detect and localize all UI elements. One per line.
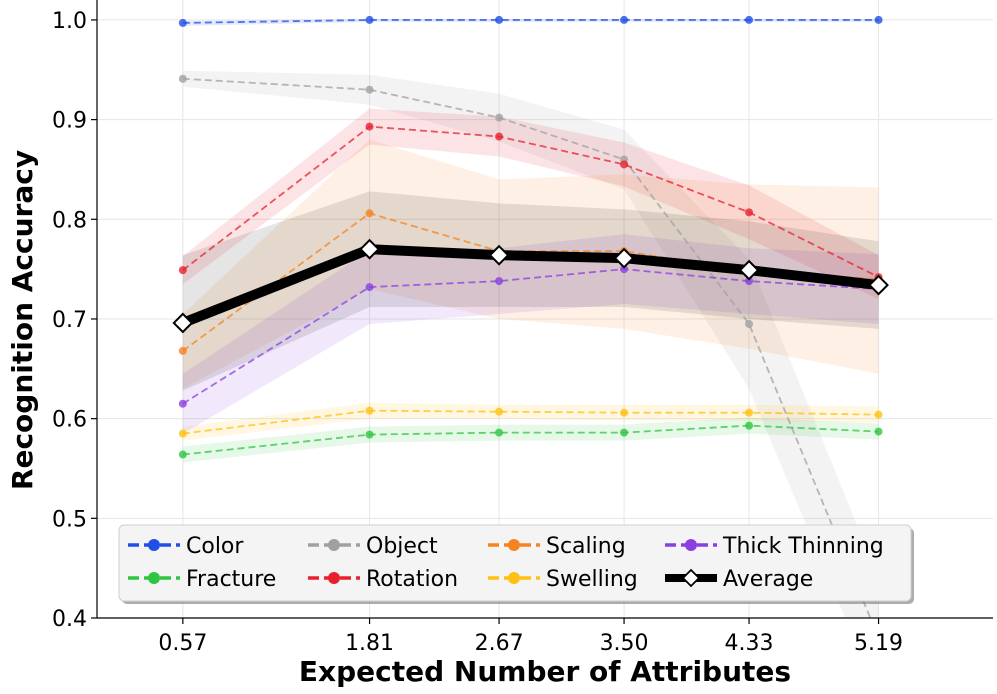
average-point: [613, 247, 635, 269]
y-tick-label: 0.8: [52, 208, 87, 233]
object-legend-label: Object: [366, 534, 438, 559]
rotation-point: [365, 122, 374, 131]
rotation-legend-marker: [328, 572, 340, 584]
fracture-legend-marker: [148, 572, 160, 584]
color-point: [874, 15, 883, 24]
thick-thinning-point: [178, 399, 187, 408]
color-line: [182, 19, 879, 24]
average-point: [488, 244, 510, 266]
rotation-point: [495, 132, 504, 141]
fracture-point: [745, 421, 754, 430]
average-point: [359, 238, 380, 260]
color-point: [178, 18, 187, 27]
rotation-point: [178, 266, 187, 275]
scaling-legend-marker: [508, 539, 520, 551]
x-tick-label: 4.33: [725, 631, 774, 656]
swelling-point: [365, 406, 374, 415]
color-point: [620, 15, 629, 24]
y-axis-title: Recognition Accuracy: [6, 150, 39, 490]
y-tick-label: 0.7: [52, 308, 87, 333]
y-tick-label: 0.6: [52, 408, 87, 433]
scaling-point: [178, 346, 187, 355]
x-tick-label: 5.19: [854, 631, 903, 656]
fracture-point: [495, 428, 504, 437]
swelling-point: [495, 407, 504, 416]
swelling-point: [620, 408, 629, 417]
series-lines: [172, 15, 889, 618]
grid: [97, 0, 993, 619]
thick-thinning-band: [182, 234, 879, 434]
swelling-legend-label: Swelling: [546, 567, 638, 592]
color-legend-marker: [148, 539, 160, 551]
object-line: [182, 77, 872, 618]
object-band: [182, 70, 879, 618]
thick-thinning-point: [745, 277, 754, 286]
average-legend-label: Average: [723, 567, 813, 592]
swelling-line: [182, 409, 879, 435]
legend: Color Object Scaling Thick Thinning Fracture…: [118, 524, 914, 604]
color-point: [745, 15, 754, 24]
object-point: [365, 85, 374, 94]
y-tick-label: 1.0: [52, 9, 87, 34]
y-tick-label: 0.9: [52, 109, 87, 134]
thick-thinning-point: [495, 277, 504, 286]
axes: 0.4 0.5 0.6 0.7 0.8 0.9 1.0 0.57 1.81 2.67 3.50 4.3…: [52, 0, 993, 656]
thick-thinning-legend-label: Thick Thinning: [722, 534, 884, 559]
rotation-legend-label: Rotation: [366, 567, 458, 592]
thick-thinning-point: [620, 265, 629, 274]
average-point: [868, 274, 889, 296]
average-line: [177, 244, 884, 328]
fracture-point: [874, 427, 883, 436]
fracture-point: [620, 428, 629, 437]
scaling-band: [182, 139, 879, 389]
x-axis-title: Expected Number of Attributes: [299, 655, 791, 688]
average-point: [172, 312, 194, 334]
rotation-point: [745, 208, 754, 217]
rotation-band: [182, 108, 879, 300]
scaling-legend-label: Scaling: [546, 534, 626, 559]
object-point: [178, 74, 187, 83]
rotation-point: [620, 160, 629, 169]
thick-thinning-line: [182, 268, 879, 405]
y-tick-label: 0.5: [52, 507, 87, 532]
color-point: [495, 15, 504, 24]
swelling-legend-marker: [508, 572, 520, 584]
fracture-point: [365, 430, 374, 439]
average-legend-marker: [681, 568, 701, 588]
x-tick-label: 2.67: [475, 631, 524, 656]
swelling-point: [178, 429, 187, 438]
color-point: [365, 15, 374, 24]
y-tick-label: 0.4: [52, 607, 87, 632]
swelling-point: [874, 410, 883, 419]
x-tick-label: 3.50: [600, 631, 649, 656]
x-tick-label: 0.57: [158, 631, 207, 656]
rotation-line: [182, 125, 879, 278]
object-point: [745, 319, 754, 328]
color-legend-label: Color: [186, 534, 244, 559]
thick-thinning-legend-marker: [685, 539, 697, 551]
fracture-legend-label: Fracture: [186, 567, 276, 592]
swelling-point: [745, 408, 754, 417]
average-point: [738, 259, 760, 281]
object-point: [495, 113, 504, 122]
x-tick-label: 1.81: [345, 631, 394, 656]
fracture-line: [182, 424, 879, 456]
object-legend-marker: [328, 539, 340, 551]
scaling-point: [365, 209, 374, 218]
thick-thinning-point: [365, 283, 374, 292]
average-band: [182, 191, 879, 391]
fracture-point: [178, 450, 187, 459]
